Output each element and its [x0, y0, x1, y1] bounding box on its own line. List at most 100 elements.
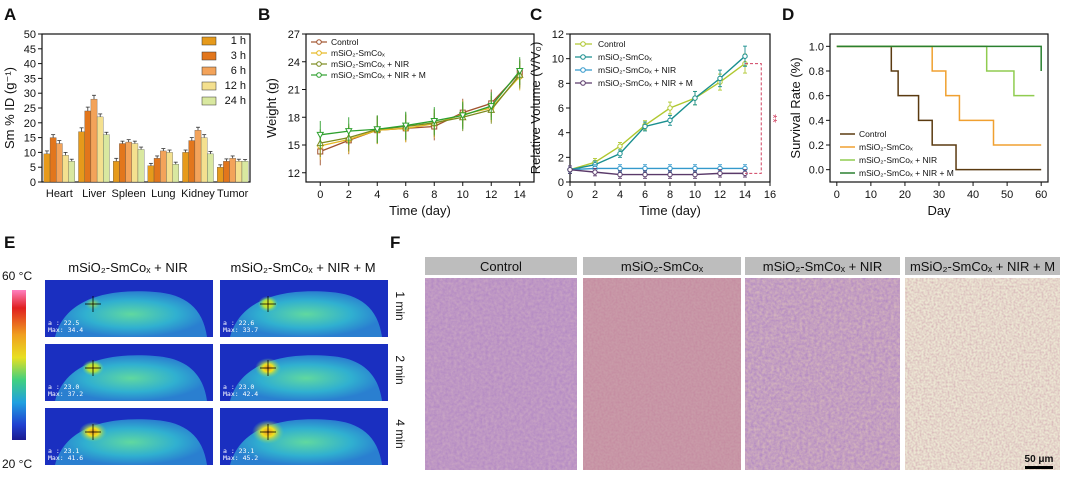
bar [84, 110, 92, 183]
x-tick-label: 10 [689, 189, 701, 201]
temperature-readout: Max: 37.2 [48, 390, 83, 398]
data-point [373, 126, 382, 134]
legend-label: 12 h [225, 80, 246, 92]
x-tick-label: 2 [592, 189, 598, 201]
bar [68, 161, 75, 183]
bar [160, 150, 167, 183]
bar [125, 141, 132, 183]
temperature-readout: Max: 42.4 [223, 390, 258, 398]
survival-curve [836, 45, 1042, 71]
legend-swatch [201, 96, 217, 106]
panel-label-c: C [530, 5, 542, 24]
plot-frame [41, 33, 251, 183]
x-axis-label: Day [927, 203, 951, 218]
series-line [569, 55, 746, 171]
x-tick-label: 8 [667, 189, 673, 201]
x-tick-label: 4 [617, 189, 623, 201]
significance-label: ** [766, 114, 778, 123]
legend-label: Control [859, 129, 887, 139]
legend-label: mSiO₂-SmCoₓ + NIR [331, 59, 409, 69]
histology-header: mSiO₂-SmCoₓ [621, 259, 704, 274]
legend-swatch [201, 81, 217, 91]
bar [62, 155, 69, 183]
histology-header-bg [905, 257, 1060, 275]
temperature-readout: a : 22.5 [48, 319, 79, 327]
legend-marker [316, 72, 322, 78]
y-tick-label: 45 [24, 44, 36, 56]
panel-label-d: D [782, 5, 794, 24]
y-axis-label: Weight (g) [264, 78, 279, 138]
chart-d: 0 10 20 30 40 50 60 0.0 0.2 0.4 0.6 0.8 1.0 Day Surviv… [788, 33, 1049, 218]
series-line [320, 72, 521, 153]
data-point [642, 171, 648, 178]
data-point [717, 170, 723, 177]
x-tick-label: Heart [46, 188, 73, 200]
series-line [569, 167, 745, 171]
x-tick-label: 0 [317, 189, 323, 201]
legend-label: mSiO₂-SmCoₓ + NIR [859, 155, 937, 165]
survival-curve [836, 45, 1042, 146]
x-tick-label: Liver [82, 188, 106, 200]
plot-frame [305, 33, 535, 183]
bar [90, 98, 98, 183]
chart-c: 0 2 4 6 8 10 12 14 16 0 2 4 6 8 10 12 Time (day) Relative… [528, 29, 778, 218]
data-point [567, 166, 573, 173]
legend-label: 6 h [231, 65, 246, 77]
data-point [742, 53, 748, 59]
data-point [592, 169, 598, 175]
data-point [692, 165, 698, 172]
chart-a: 0 5 10 15 20 25 30 35 40 45 50 Heart Liver Spleen Lung… [2, 29, 251, 200]
time-label-row2: 2 min [393, 355, 407, 384]
x-tick-label: 40 [967, 189, 979, 201]
bar [113, 161, 120, 183]
temperature-readout: Max: 41.6 [48, 454, 83, 462]
y-tick-label: 4 [558, 128, 564, 140]
legend-swatch [201, 66, 217, 76]
y-tick-label: 0.0 [809, 165, 824, 177]
data-point [617, 150, 623, 157]
bar [182, 152, 189, 183]
y-tick-label: 21 [288, 85, 300, 97]
temperature-scale-bar [12, 290, 26, 440]
x-tick-label: 12 [714, 189, 726, 201]
x-tick-label: Spleen [112, 188, 146, 200]
x-tick-label: 30 [933, 189, 945, 201]
bar [137, 149, 145, 183]
legend-swatch [201, 51, 217, 61]
y-tick-label: 5 [30, 162, 36, 174]
bar [96, 116, 104, 183]
bar [217, 167, 224, 183]
panel-label-a: A [4, 5, 16, 24]
scale-max-label: 60 °C [2, 269, 32, 283]
panel-label-f: F [390, 233, 400, 252]
x-tick-label: 0 [567, 189, 573, 201]
y-tick-label: 18 [288, 112, 300, 124]
legend-marker [316, 61, 322, 67]
y-tick-label: 50 [24, 29, 36, 41]
data-point [401, 122, 410, 130]
thermal-col-header-nir-m: mSiO₂-SmCoₓ + NIR + M [230, 260, 375, 275]
y-tick-label: 20 [24, 118, 36, 130]
scale-min-label: 20 °C [2, 457, 32, 471]
temperature-readout: Max: 45.2 [223, 454, 258, 462]
data-point [642, 123, 648, 130]
histology-texture [905, 278, 1060, 470]
temperature-readout: Max: 33.7 [223, 326, 258, 334]
time-label-row1: 1 min [393, 291, 407, 320]
legend-label: mSiO₂-SmCoₓ + NIR + M [598, 78, 693, 88]
y-axis-label: Sm % ID (g⁻¹) [2, 67, 17, 149]
legend-label: mSiO₂-SmCoₓ + NIR + M [859, 168, 954, 178]
x-axis-label: Time (day) [639, 203, 701, 218]
thermal-col-header-nir: mSiO₂-SmCoₓ + NIR [68, 260, 187, 275]
x-axis-label: Time (day) [389, 203, 451, 218]
y-tick-label: 0.4 [809, 115, 824, 127]
y-tick-label: 2 [558, 152, 564, 164]
panel-label-b: B [258, 5, 270, 24]
x-tick-label: 0 [834, 189, 840, 201]
legend-marker [580, 80, 586, 86]
survival-curve [836, 45, 1042, 171]
x-tick-label: Lung [151, 188, 175, 200]
